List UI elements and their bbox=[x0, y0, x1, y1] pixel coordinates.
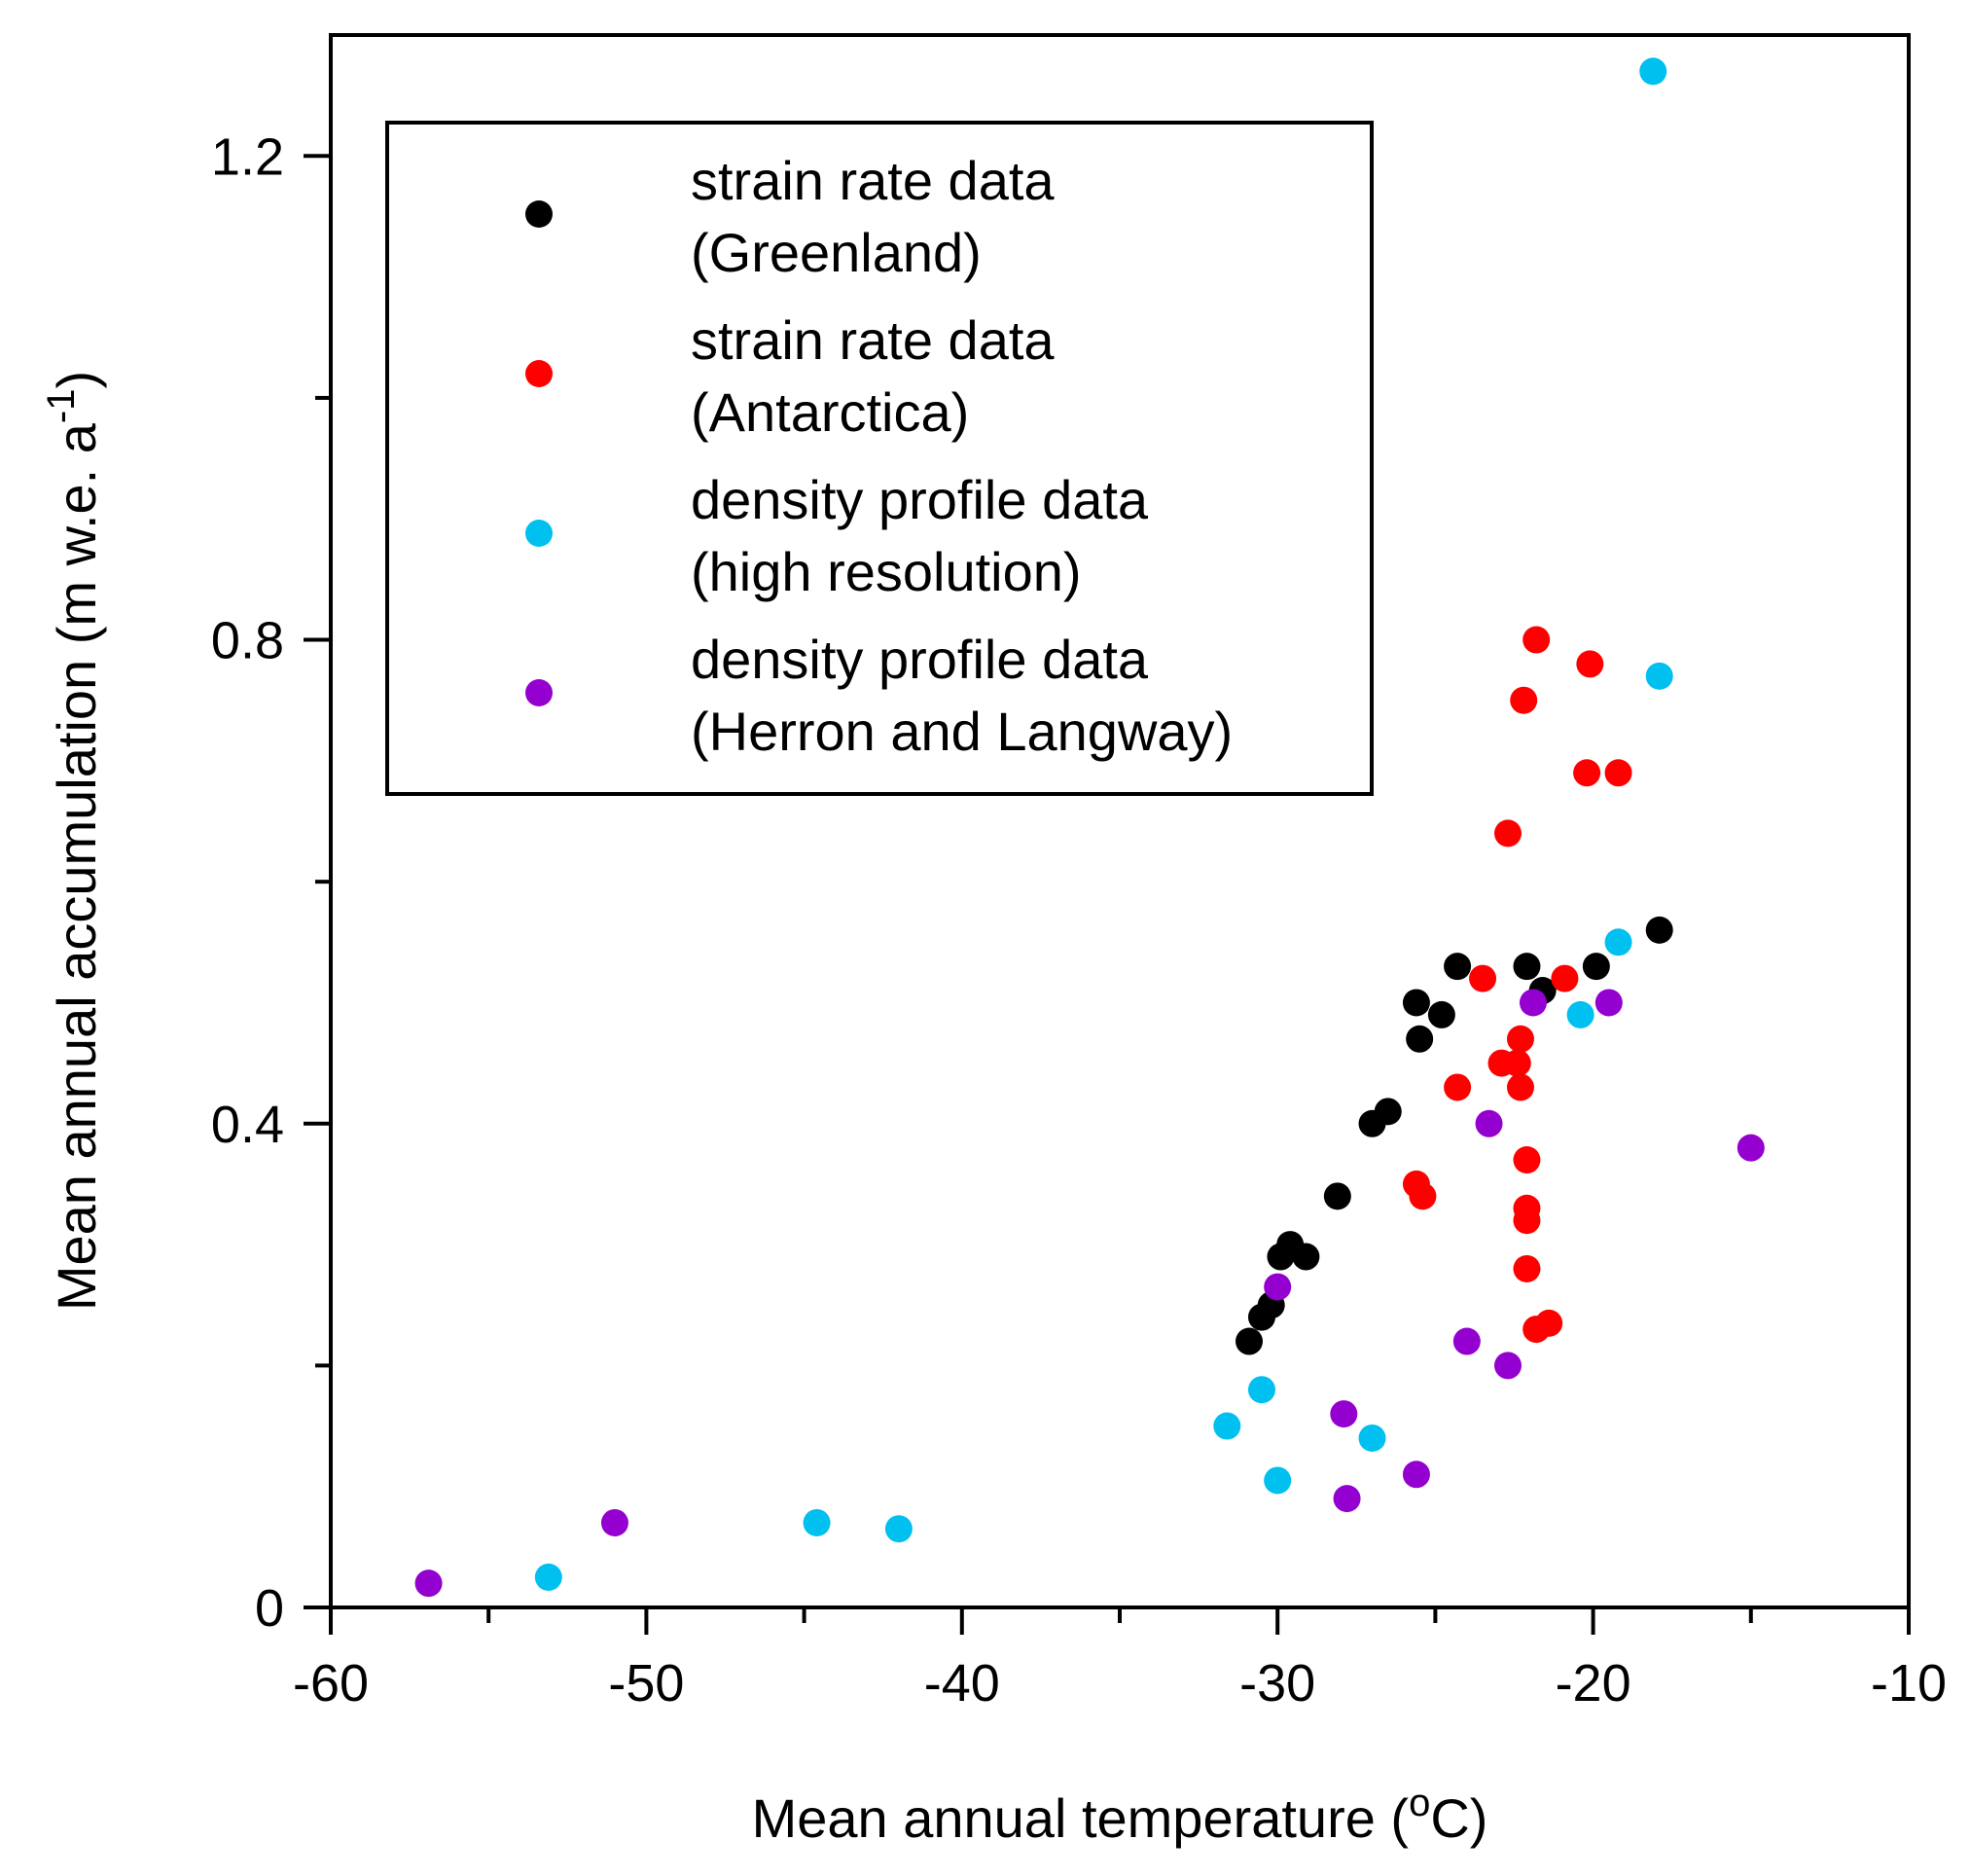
legend-label: density profile data bbox=[691, 469, 1149, 530]
legend-marker bbox=[525, 520, 553, 547]
series-3 bbox=[534, 57, 1673, 1591]
data-point bbox=[1330, 1400, 1358, 1428]
data-point bbox=[1402, 989, 1430, 1017]
data-point bbox=[1452, 1327, 1481, 1355]
data-point bbox=[1513, 953, 1541, 981]
x-tick-label: -10 bbox=[1871, 1654, 1947, 1713]
legend-label: (Antarctica) bbox=[691, 381, 969, 443]
data-point bbox=[1358, 1424, 1386, 1452]
data-point bbox=[1494, 1352, 1522, 1380]
axes-layer: -60 -50 -40 -30 -20 -10 0 0.4 0.8 1.2 Mean annual … bbox=[40, 33, 1947, 1849]
data-point bbox=[1737, 1134, 1765, 1162]
x-tick-label: -40 bbox=[924, 1654, 1000, 1713]
data-point bbox=[803, 1508, 831, 1536]
data-point bbox=[1594, 989, 1623, 1017]
y-axis-label-end: ) bbox=[46, 371, 107, 389]
data-point bbox=[1427, 1000, 1455, 1028]
legend: strain rate data (Greenland) strain rate d… bbox=[385, 121, 1374, 796]
data-point bbox=[1522, 626, 1551, 654]
series-4 bbox=[414, 989, 1765, 1598]
series-1 bbox=[1236, 916, 1673, 1355]
data-point bbox=[1402, 1461, 1430, 1489]
y-tick-label: 0.8 bbox=[211, 612, 284, 670]
y-axis-label-superscript: -1 bbox=[40, 389, 83, 424]
x-axis-label-superscript: o bbox=[1409, 1782, 1430, 1824]
x-tick-label: -60 bbox=[293, 1654, 369, 1713]
data-point bbox=[1292, 1243, 1320, 1271]
data-point bbox=[1573, 759, 1601, 787]
y-tick-label: 1.2 bbox=[211, 127, 284, 186]
legend-label: strain rate data bbox=[691, 309, 1055, 371]
data-point bbox=[1513, 1207, 1541, 1235]
data-point bbox=[1519, 989, 1547, 1017]
legend-marker bbox=[525, 360, 553, 387]
data-point bbox=[1406, 1025, 1434, 1053]
y-axis-label: Mean annual accumulation (m w.e. a-1) bbox=[40, 371, 107, 1311]
x-axis-label-main: Mean annual temperature ( bbox=[752, 1787, 1410, 1849]
data-point bbox=[1639, 57, 1667, 86]
x-axis-label-end: C) bbox=[1430, 1787, 1487, 1849]
data-point bbox=[1247, 1376, 1275, 1404]
data-points-layer bbox=[414, 57, 1765, 1598]
data-point bbox=[1582, 953, 1610, 981]
data-point bbox=[1604, 928, 1632, 956]
legend-marker bbox=[525, 679, 553, 706]
legend-box bbox=[385, 121, 1374, 796]
data-point bbox=[1323, 1182, 1351, 1210]
y-tick-label: 0 bbox=[255, 1579, 284, 1638]
x-axis-label: Mean annual temperature (oC) bbox=[752, 1782, 1488, 1849]
data-point bbox=[1503, 1049, 1531, 1077]
data-point bbox=[1551, 964, 1579, 992]
data-point bbox=[1469, 964, 1497, 992]
data-point bbox=[1264, 1273, 1292, 1301]
series-2 bbox=[1402, 626, 1632, 1344]
legend-label: (Greenland) bbox=[691, 222, 982, 283]
x-tick-label: -30 bbox=[1239, 1654, 1315, 1713]
legend-marker bbox=[525, 200, 553, 228]
data-point bbox=[1535, 1309, 1563, 1337]
data-point bbox=[1264, 1466, 1292, 1495]
data-point bbox=[884, 1515, 913, 1543]
data-point bbox=[1494, 819, 1522, 848]
data-point bbox=[1566, 1000, 1594, 1028]
y-tick-label: 0.4 bbox=[211, 1096, 284, 1154]
data-point bbox=[1513, 1254, 1541, 1282]
data-point bbox=[1444, 1073, 1472, 1101]
data-point bbox=[1645, 662, 1673, 690]
data-point bbox=[534, 1563, 562, 1591]
x-tick-label: -50 bbox=[608, 1654, 684, 1713]
data-point bbox=[414, 1569, 443, 1598]
data-point bbox=[1409, 1182, 1437, 1210]
data-point bbox=[1236, 1327, 1264, 1355]
data-point bbox=[1213, 1412, 1241, 1440]
data-point bbox=[1506, 1025, 1534, 1053]
y-axis-label-main: Mean annual accumulation (m w.e. a bbox=[46, 422, 107, 1311]
legend-label: (Herron and Langway) bbox=[691, 701, 1233, 762]
data-point bbox=[1576, 650, 1604, 678]
data-point bbox=[1475, 1109, 1503, 1137]
data-point bbox=[1604, 759, 1632, 787]
x-tick-label: -20 bbox=[1556, 1654, 1631, 1713]
data-point bbox=[1444, 953, 1472, 981]
data-point bbox=[1374, 1098, 1402, 1126]
legend-label: (high resolution) bbox=[691, 541, 1082, 602]
data-point bbox=[1510, 686, 1538, 714]
legend-label: strain rate data bbox=[691, 150, 1055, 211]
legend-label: density profile data bbox=[691, 629, 1149, 690]
data-point bbox=[1645, 916, 1673, 944]
data-point bbox=[600, 1508, 628, 1536]
data-point bbox=[1506, 1073, 1534, 1101]
data-point bbox=[1513, 1146, 1541, 1174]
data-point bbox=[1333, 1485, 1361, 1513]
